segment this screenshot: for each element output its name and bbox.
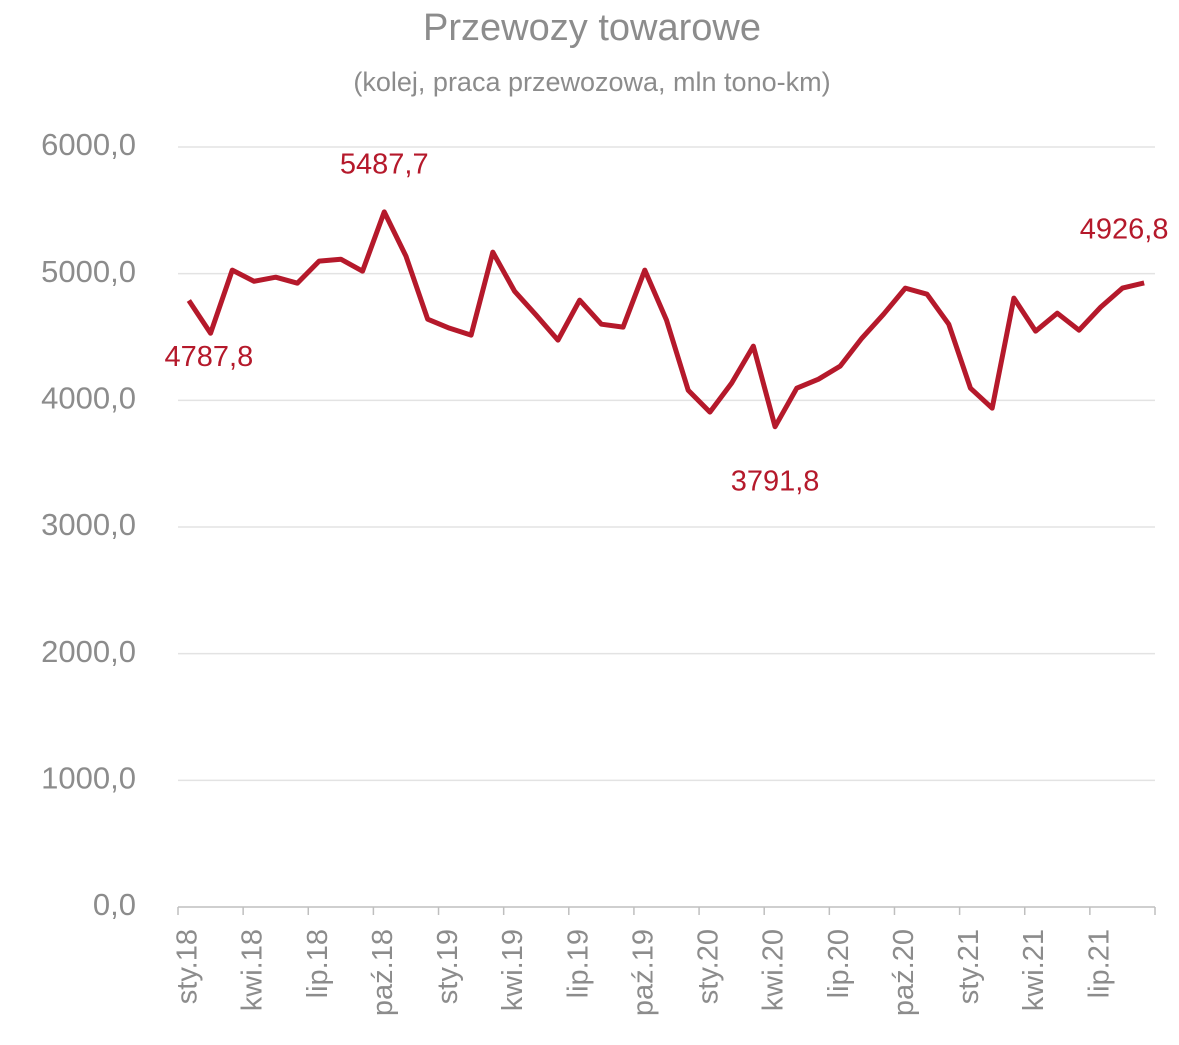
chart-subtitle: (kolej, praca przewozowa, mln tono-km)	[353, 67, 830, 97]
x-tick-label: paź.18	[367, 929, 399, 1016]
y-tick-label: 1000,0	[41, 761, 136, 796]
x-tick-label: kwi.19	[497, 929, 529, 1011]
x-tick-label: sty.20	[693, 929, 725, 1004]
data-label: 3791,8	[731, 465, 820, 497]
y-tick-label: 6000,0	[41, 127, 136, 162]
x-tick-label: lip.19	[562, 929, 594, 998]
x-tick-label: kwi.21	[1018, 929, 1050, 1011]
data-label: 5487,7	[340, 149, 429, 181]
chart-title: Przewozy towarowe	[423, 7, 761, 49]
y-tick-label: 0,0	[93, 887, 136, 922]
x-tick-label: lip.20	[823, 929, 855, 998]
x-tick-label: sty.19	[432, 929, 464, 1004]
y-tick-label: 5000,0	[41, 254, 136, 289]
x-tick-label: paź.19	[627, 929, 659, 1016]
x-tick-label: kwi.18	[237, 929, 269, 1011]
x-tick-label: paź.20	[888, 929, 920, 1016]
data-label: 4787,8	[165, 341, 254, 373]
data-line	[186, 209, 1145, 430]
data-label: 4926,8	[1080, 214, 1169, 246]
x-tick-label: sty.21	[953, 929, 985, 1004]
y-tick-label: 2000,0	[41, 634, 136, 669]
x-tick-label: sty.18	[172, 929, 204, 1004]
x-tick-label: kwi.20	[758, 929, 790, 1011]
y-tick-label: 4000,0	[41, 381, 136, 416]
x-tick-label: lip.21	[1083, 929, 1115, 998]
x-tick-label: lip.18	[302, 929, 334, 998]
y-tick-label: 3000,0	[41, 507, 136, 542]
